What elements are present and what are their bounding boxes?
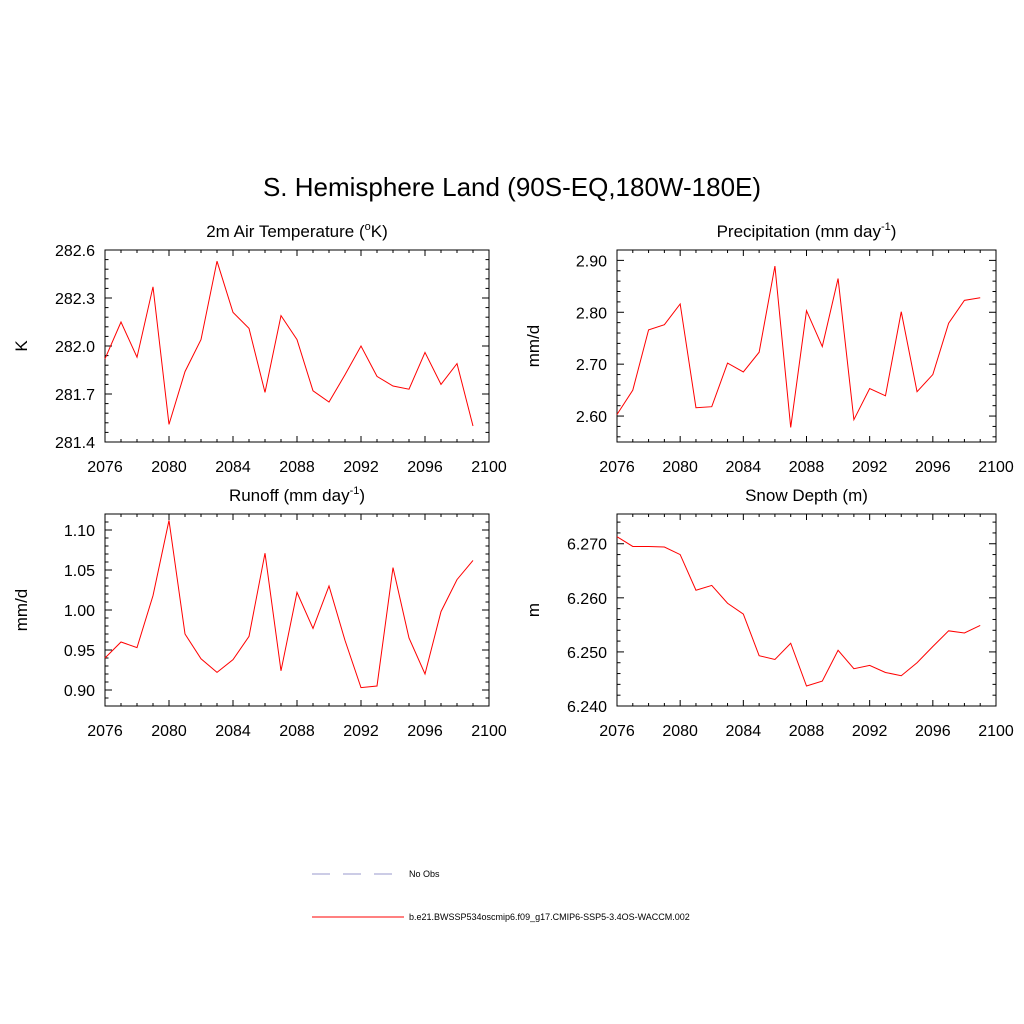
series-line [616,265,981,428]
plot-frame [616,513,997,707]
plot-frame [104,249,490,443]
x-tick-label: 2080 [662,459,698,476]
panel-title-text: 2m Air Temperature ( [206,222,365,241]
y-tick-label: 281.4 [55,435,95,452]
y-axis-label: mm/d [12,589,31,632]
x-tick-label: 2084 [215,459,251,476]
panel-3: Runoff (mm day-1) mm/d 2076 2080 2084 2088 209… [12,485,507,740]
plot-frame [104,513,490,707]
panel-2: Precipitation (mm day-1) mm/d 2076 2080 2084… [524,221,1014,476]
y-tick-label: 1.05 [64,563,95,580]
y-tick-label: 6.260 [567,591,607,608]
x-tick-label: 2088 [789,459,825,476]
x-tick-label: 2076 [599,723,635,740]
y-tick-label: 1.00 [64,603,95,620]
x-tick-label: 2084 [726,723,762,740]
x-tick-label: 2080 [151,723,187,740]
y-tick-label: 0.95 [64,643,95,660]
y-tick-label: 2.80 [576,305,607,322]
x-tick-label: 2084 [215,723,251,740]
y-axis-label: m [524,603,543,617]
panel-title-superscript: -1 [350,485,360,497]
x-tick-label: 2100 [471,723,507,740]
x-tick-label: 2076 [599,459,635,476]
series-line [104,520,474,689]
y-tick-label: 2.90 [576,253,607,270]
x-tick-label: 2088 [789,723,825,740]
panel-title: Snow Depth (m) [745,486,868,505]
panel-title: Precipitation (mm day-1) [717,221,897,241]
legend: No Obs b.e21.BWSSP534oscmip6.f09_g17.CMIP… [312,869,690,922]
figure-title: S. Hemisphere Land (90S-EQ,180W-180E) [263,172,761,202]
panel-title: Runoff (mm day-1) [229,485,365,505]
panel-title-superscript: -1 [881,221,891,233]
x-tick-label: 2076 [87,459,123,476]
series-line [616,536,981,687]
x-tick-label: 2100 [471,459,507,476]
x-tick-label: 2088 [279,723,315,740]
y-tick-label: 282.0 [55,339,95,356]
x-tick-label: 2080 [662,723,698,740]
x-tick-label: 2088 [279,459,315,476]
x-tick-label: 2080 [151,459,187,476]
x-tick-label: 2096 [915,723,951,740]
y-tick-label: 1.10 [64,523,95,540]
y-tick-label: 6.250 [567,645,607,662]
y-axis-label: K [12,340,31,352]
x-tick-label: 2092 [343,723,379,740]
y-tick-label: 6.240 [567,699,607,716]
legend-item: No Obs [312,869,440,879]
y-tick-label: 2.70 [576,357,607,374]
y-tick-label: 281.7 [55,387,95,404]
x-tick-label: 2096 [407,459,443,476]
panel-title-text: Snow Depth (m) [745,486,868,505]
panel-title-text: K) [371,222,388,241]
panel-1: 2m Air Temperature (oK) K 2076 2080 2084 2088… [12,221,507,476]
x-tick-label: 2100 [978,723,1014,740]
x-tick-label: 2092 [343,459,379,476]
panel-title-text: Runoff (mm day [229,486,350,505]
x-tick-label: 2100 [978,459,1014,476]
panel-title-superscript: o [365,221,371,233]
x-tick-label: 2092 [852,723,888,740]
x-tick-label: 2076 [87,723,123,740]
y-axis-label: mm/d [524,325,543,368]
x-tick-label: 2096 [915,459,951,476]
y-tick-label: 2.60 [576,409,607,426]
series-line [104,261,474,427]
panel-title-text: ) [359,486,365,505]
x-tick-label: 2084 [726,459,762,476]
y-tick-label: 0.90 [64,683,95,700]
legend-item: b.e21.BWSSP534oscmip6.f09_g17.CMIP6-SSP5… [312,912,690,922]
y-tick-label: 282.6 [55,243,95,260]
panel-4: Snow Depth (m) m 2076 2080 2084 2088 2092 2096 2… [524,486,1014,740]
x-tick-label: 2092 [852,459,888,476]
panels: 2m Air Temperature (oK) K 2076 2080 2084 2088… [12,221,1014,740]
x-tick-label: 2096 [407,723,443,740]
panel-title-text: Precipitation (mm day [717,222,882,241]
panel-title: 2m Air Temperature (oK) [206,221,388,241]
panel-title-text: ) [891,222,897,241]
legend-label: b.e21.BWSSP534oscmip6.f09_g17.CMIP6-SSP5… [409,912,690,922]
y-tick-label: 282.3 [55,291,95,308]
y-tick-label: 6.270 [567,537,607,554]
legend-label: No Obs [409,869,440,879]
plot-frame [616,249,997,443]
